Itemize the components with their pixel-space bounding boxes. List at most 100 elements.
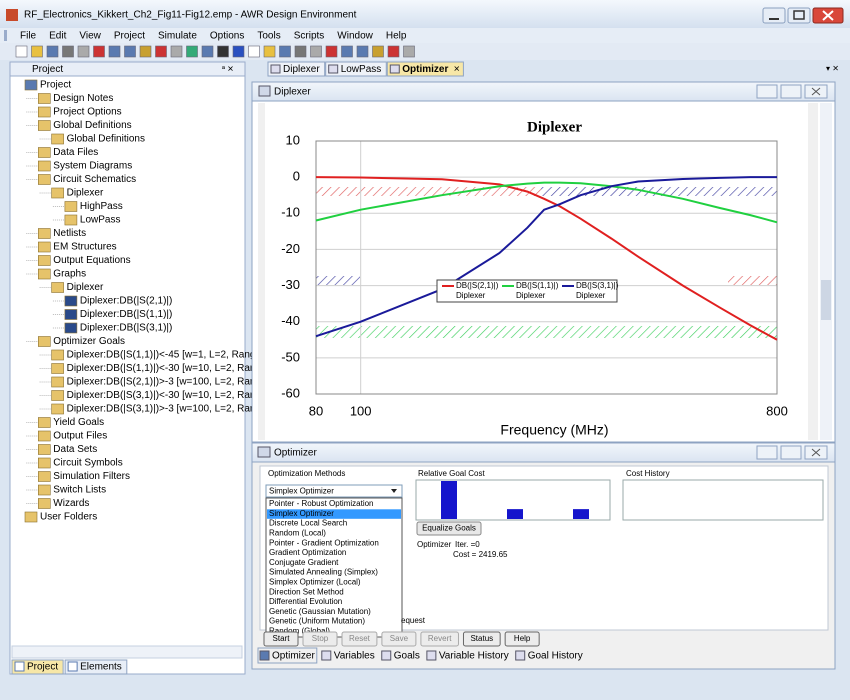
tree-item[interactable]: Diplexer:DB(|S(3,1)|)	[80, 323, 172, 334]
v-scrollbar[interactable]	[820, 103, 832, 440]
tree-item[interactable]: Optimizer Goals	[53, 336, 125, 347]
document-tab[interactable]	[267, 61, 326, 77]
tree-item[interactable]: System Diagrams	[53, 161, 132, 172]
method-dropdown[interactable]	[265, 484, 403, 498]
tree-item[interactable]: Diplexer:DB(|S(3,1)|)>-3 [w=100, L=2, Ra…	[67, 404, 256, 415]
equalize-button[interactable]	[416, 521, 482, 536]
toolbar-button[interactable]	[310, 45, 322, 58]
panel-tab[interactable]	[11, 659, 64, 675]
toolbar-button[interactable]	[170, 45, 183, 58]
tree-item[interactable]: HighPass	[80, 201, 123, 212]
method-item[interactable]: Differential Evolution	[269, 597, 342, 606]
tree-item[interactable]: Diplexer:DB(|S(1,1)|)<-30 [w=10, L=2, Ra…	[67, 363, 256, 374]
graph-window-controls[interactable]	[756, 84, 828, 99]
tree-item[interactable]: Global Definitions	[53, 120, 131, 131]
panel-tab-label[interactable]: Project	[27, 662, 58, 673]
menu-item[interactable]: View	[79, 31, 101, 42]
toolbar-button[interactable]	[139, 45, 152, 58]
optimizer-tab[interactable]: Goal History	[528, 651, 583, 662]
h-scrollbar[interactable]	[11, 645, 243, 659]
panel-tab-label[interactable]: Elements	[80, 662, 122, 673]
method-item[interactable]: Random (Global)	[269, 627, 330, 636]
tree-item[interactable]: Project	[40, 80, 71, 91]
tree-item[interactable]: Netlists	[53, 228, 86, 239]
toolbar-button[interactable]	[279, 45, 291, 58]
tree-item[interactable]: Diplexer	[67, 282, 104, 293]
panel-tab[interactable]	[64, 659, 128, 675]
method-item[interactable]: Direction Set Method	[269, 587, 344, 596]
document-tab-label[interactable]: Diplexer	[283, 64, 320, 75]
tree-item[interactable]: Project Options	[53, 107, 121, 118]
menu-item[interactable]: Help	[386, 31, 407, 42]
menu-item[interactable]: Project	[114, 31, 145, 42]
toolbar-button[interactable]	[124, 45, 136, 58]
tree-item[interactable]: Yield Goals	[53, 417, 104, 428]
document-tab[interactable]	[386, 61, 464, 77]
document-tab-label[interactable]: LowPass	[341, 64, 382, 75]
action-button-label[interactable]: Start	[273, 634, 291, 643]
method-item[interactable]: Genetic (Uniform Mutation)	[269, 617, 365, 626]
toolbar-button[interactable]	[248, 45, 260, 58]
tree-item[interactable]: Data Files	[53, 147, 98, 158]
action-button[interactable]	[263, 631, 299, 647]
optimizer-tab[interactable]: Variable History	[439, 651, 509, 662]
method-item[interactable]: Pointer - Gradient Optimization	[269, 538, 379, 547]
toolbar-button[interactable]	[15, 45, 28, 58]
toolbar-button[interactable]	[77, 45, 90, 58]
tree-item[interactable]: Simulation Filters	[53, 471, 130, 482]
toolbar-button[interactable]	[93, 45, 105, 58]
action-button[interactable]	[504, 631, 540, 647]
toolbar-button[interactable]	[263, 45, 276, 58]
toolbar-button[interactable]	[201, 45, 214, 58]
menu-item[interactable]: Simulate	[158, 31, 197, 42]
tree-item[interactable]: Circuit Schematics	[53, 174, 136, 185]
toolbar-button[interactable]	[186, 45, 198, 58]
tree-item[interactable]: Design Notes	[53, 93, 113, 104]
tree-item[interactable]: Global Definitions	[67, 134, 145, 145]
tree-item[interactable]: User Folders	[40, 512, 97, 523]
toolbar-button[interactable]	[46, 45, 59, 58]
action-button[interactable]	[462, 631, 501, 647]
menu-item[interactable]: File	[20, 31, 37, 42]
tree-item[interactable]: Diplexer:DB(|S(1,1)|)	[80, 309, 172, 320]
tree-item[interactable]: Graphs	[53, 269, 86, 280]
optimizer-window-controls[interactable]	[756, 445, 828, 460]
toolbar-button[interactable]	[232, 45, 245, 58]
menu-item[interactable]: Tools	[257, 31, 280, 42]
toolbar-button[interactable]	[387, 45, 400, 58]
tree-item[interactable]: Diplexer:DB(|S(3,1)|)<-30 [w=10, L=2, Ra…	[67, 390, 256, 401]
action-button-label[interactable]: Help	[514, 634, 531, 643]
toolbar-button[interactable]	[341, 45, 353, 58]
toolbar-button[interactable]	[356, 45, 369, 58]
toolbar-button[interactable]	[62, 45, 74, 58]
method-item[interactable]: Simplex Optimizer	[269, 509, 334, 518]
toolbar-button[interactable]	[325, 45, 338, 58]
optimizer-tab[interactable]: Goals	[394, 651, 420, 662]
minimize-button[interactable]	[756, 445, 778, 460]
document-tab[interactable]	[325, 61, 387, 77]
tree-item[interactable]: Switch Lists	[53, 485, 106, 496]
method-item[interactable]: Pointer - Robust Optimization	[269, 499, 374, 508]
toolbar-button[interactable]	[217, 45, 229, 58]
window-controls[interactable]	[762, 7, 844, 24]
tree-item[interactable]: Diplexer:DB(|S(2,1)|)>-3 [w=100, L=2, Ra…	[67, 377, 256, 388]
maximize-button[interactable]	[780, 84, 802, 99]
method-item[interactable]: Random (Local)	[269, 529, 326, 538]
dropdown-value[interactable]: Simplex Optimizer	[269, 487, 334, 496]
tree-item[interactable]: Diplexer	[67, 188, 104, 199]
tree-item[interactable]: Diplexer:DB(|S(1,1)|)<-45 [w=1, L=2, Ran…	[67, 350, 256, 361]
menu-item[interactable]: Scripts	[294, 31, 325, 42]
optimizer-tab[interactable]: Optimizer	[272, 651, 315, 662]
toolbar-button[interactable]	[155, 45, 167, 58]
toolbar-button[interactable]	[294, 45, 307, 58]
panel-pin[interactable]: ª ✕	[222, 65, 234, 74]
toolbar-button[interactable]	[403, 45, 415, 58]
maximize-button[interactable]	[780, 445, 802, 460]
minimize-button[interactable]	[756, 84, 778, 99]
tab-close[interactable]: ✕	[453, 65, 460, 74]
toolbar-button[interactable]	[31, 45, 43, 58]
menu-item[interactable]: Window	[337, 31, 373, 42]
method-item[interactable]: Simulated Annealing (Simplex)	[269, 568, 378, 577]
toolbar-button[interactable]	[108, 45, 121, 58]
method-item[interactable]: Conjugate Gradient	[269, 558, 339, 567]
